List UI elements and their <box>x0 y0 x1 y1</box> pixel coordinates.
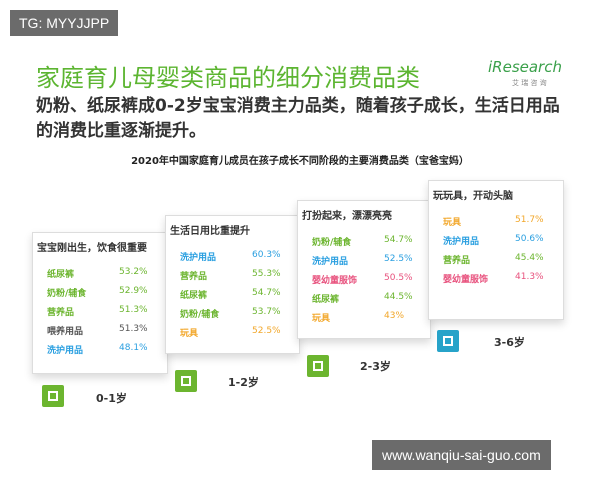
item-name: 婴幼童服饰 <box>443 275 489 285</box>
logo: iResearch <box>488 58 562 76</box>
item-name: 婴幼童服饰 <box>312 276 358 286</box>
stage-icon <box>437 330 459 352</box>
item-value: 51.3% <box>119 324 148 334</box>
item-value: 51.7% <box>515 215 544 225</box>
item-value: 45.4% <box>515 253 544 263</box>
item-value: 55.3% <box>252 269 281 279</box>
stage-label: 1-2岁 <box>228 376 259 389</box>
item-name: 喂养用品 <box>47 327 84 337</box>
item-name: 玩具 <box>180 329 199 339</box>
item-value: 43% <box>384 311 405 321</box>
item-value: 48.1% <box>119 343 148 353</box>
stage-icon <box>42 385 64 407</box>
item-name: 洗护用品 <box>180 253 217 263</box>
item-value: 52.5% <box>252 326 281 336</box>
stage-card: 玩玩具，开动头脑玩具 51.7% 洗护用品 50.6% 营养品 45.4% 婴幼童服饰 41.… <box>428 180 564 320</box>
stage-icon <box>307 355 329 377</box>
item-value: 50.5% <box>384 273 413 283</box>
stage-heading: 生活日用比重提升 <box>170 226 250 237</box>
item-value: 53.7% <box>252 307 281 317</box>
item-name: 奶粉/辅食 <box>312 238 352 248</box>
stage-card: 宝宝刚出生，饮食很重要纸尿裤 53.2% 奶粉/辅食 52.9% 营养品 51.3% 喂养用… <box>32 232 168 374</box>
subtitle: 奶粉、纸尿裤成0-2岁宝宝消费主力品类，随着孩子成长，生活日用品的消费比重逐渐提… <box>36 96 560 141</box>
item-name: 纸尿裤 <box>180 291 208 301</box>
item-value: 54.7% <box>252 288 281 298</box>
item-name: 洗护用品 <box>443 237 480 247</box>
stage-icon <box>175 370 197 392</box>
stage-heading: 宝宝刚出生，饮食很重要 <box>37 243 147 254</box>
item-name: 纸尿裤 <box>47 270 75 280</box>
stage-label: 2-3岁 <box>360 360 391 373</box>
stage-heading: 打扮起来，漂漂亮亮 <box>302 211 392 222</box>
item-value: 60.3% <box>252 250 281 260</box>
item-value: 51.3% <box>119 305 148 315</box>
item-name: 营养品 <box>443 256 471 266</box>
item-value: 53.2% <box>119 267 148 277</box>
chart-title: 2020年中国家庭育儿成员在孩子成长不同阶段的主要消费品类（宝爸宝妈） <box>131 156 469 167</box>
item-name: 玩具 <box>312 314 331 324</box>
item-name: 营养品 <box>47 308 75 318</box>
item-name: 营养品 <box>180 272 208 282</box>
icon-glyph <box>48 391 58 401</box>
item-name: 奶粉/辅食 <box>180 310 220 320</box>
item-name: 奶粉/辅食 <box>47 289 87 299</box>
stage-card: 生活日用比重提升洗护用品 60.3% 营养品 55.3% 纸尿裤 54.7% 奶粉/辅食 53… <box>165 215 300 354</box>
icon-glyph <box>181 376 191 386</box>
item-name: 洗护用品 <box>312 257 349 267</box>
item-value: 50.6% <box>515 234 544 244</box>
watermark: www.wanqiu-sai-guo.com <box>372 440 551 470</box>
icon-glyph <box>443 336 453 346</box>
item-name: 纸尿裤 <box>312 295 340 305</box>
item-value: 41.3% <box>515 272 544 282</box>
item-value: 54.7% <box>384 235 413 245</box>
item-name: 洗护用品 <box>47 346 84 356</box>
watermark: TG: MYYJJPP <box>10 10 119 36</box>
stage-card: 打扮起来，漂漂亮亮奶粉/辅食 54.7% 洗护用品 52.5% 婴幼童服饰 50.5% 纸尿… <box>297 200 431 339</box>
icon-glyph <box>313 361 323 371</box>
logo-sub: 艾 瑞 咨 询 <box>512 79 547 87</box>
stage-label: 3-6岁 <box>494 336 525 349</box>
item-value: 44.5% <box>384 292 413 302</box>
stage-label: 0-1岁 <box>96 392 127 405</box>
stage-heading: 玩玩具，开动头脑 <box>433 191 513 202</box>
item-value: 52.5% <box>384 254 413 264</box>
title: 家庭育儿母婴类商品的细分消费品类 <box>36 64 420 92</box>
item-name: 玩具 <box>443 218 462 228</box>
item-value: 52.9% <box>119 286 148 296</box>
